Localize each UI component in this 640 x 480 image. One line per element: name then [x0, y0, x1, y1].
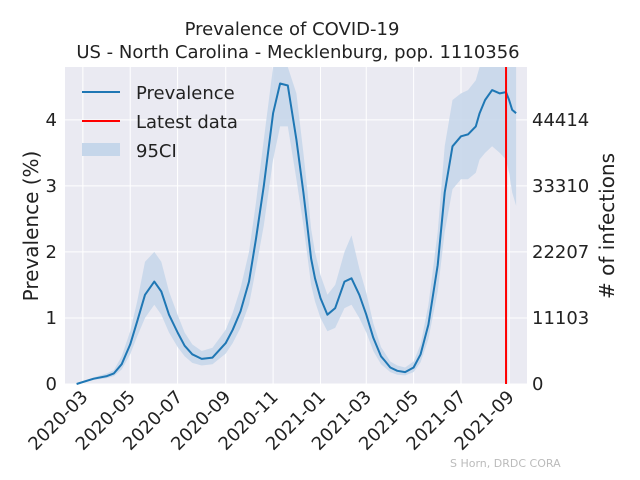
- y-tick-label-1: 1: [46, 308, 57, 329]
- y-tick-label-3: 3: [46, 176, 57, 197]
- y-axis-ticks: 0 1 2 3 4: [46, 110, 57, 395]
- y2-axis-label: # of infections: [595, 153, 619, 299]
- y2-tick-label-4: 44414: [532, 110, 589, 131]
- credit-text: S Horn, DRDC CORA: [450, 457, 561, 470]
- ci-band: [76, 67, 517, 384]
- y-tick-label-4: 4: [46, 110, 57, 131]
- y2-tick-label-1: 11103: [532, 308, 589, 329]
- y2-tick-label-0: 0: [532, 374, 543, 395]
- prevalence-series: [76, 82, 517, 385]
- legend-swatch-ci: [82, 143, 120, 156]
- y-tick-label-0: 0: [46, 374, 57, 395]
- prevalence-line: [76, 82, 517, 385]
- legend: Prevalence Latest data 95CI: [82, 83, 238, 162]
- legend-label-latest: Latest data: [136, 112, 238, 133]
- legend-label-ci: 95CI: [136, 141, 177, 162]
- chart-subtitle: US - North Carolina - Mecklenburg, pop. …: [76, 42, 519, 63]
- y-axis-label: Prevalence (%): [19, 151, 43, 302]
- y2-tick-label-3: 33310: [532, 176, 589, 197]
- x-axis-ticks: 2020-032020-052020-072020-092020-112021-…: [24, 387, 518, 455]
- y-tick-label-2: 2: [46, 242, 57, 263]
- y2-axis-ticks: 0 11103 22207 33310 44414: [532, 110, 589, 395]
- ci-band-area: [76, 67, 517, 384]
- y2-tick-label-2: 22207: [532, 242, 589, 263]
- legend-label-prevalence: Prevalence: [136, 83, 235, 104]
- chart-title: Prevalence of COVID-19: [185, 19, 400, 40]
